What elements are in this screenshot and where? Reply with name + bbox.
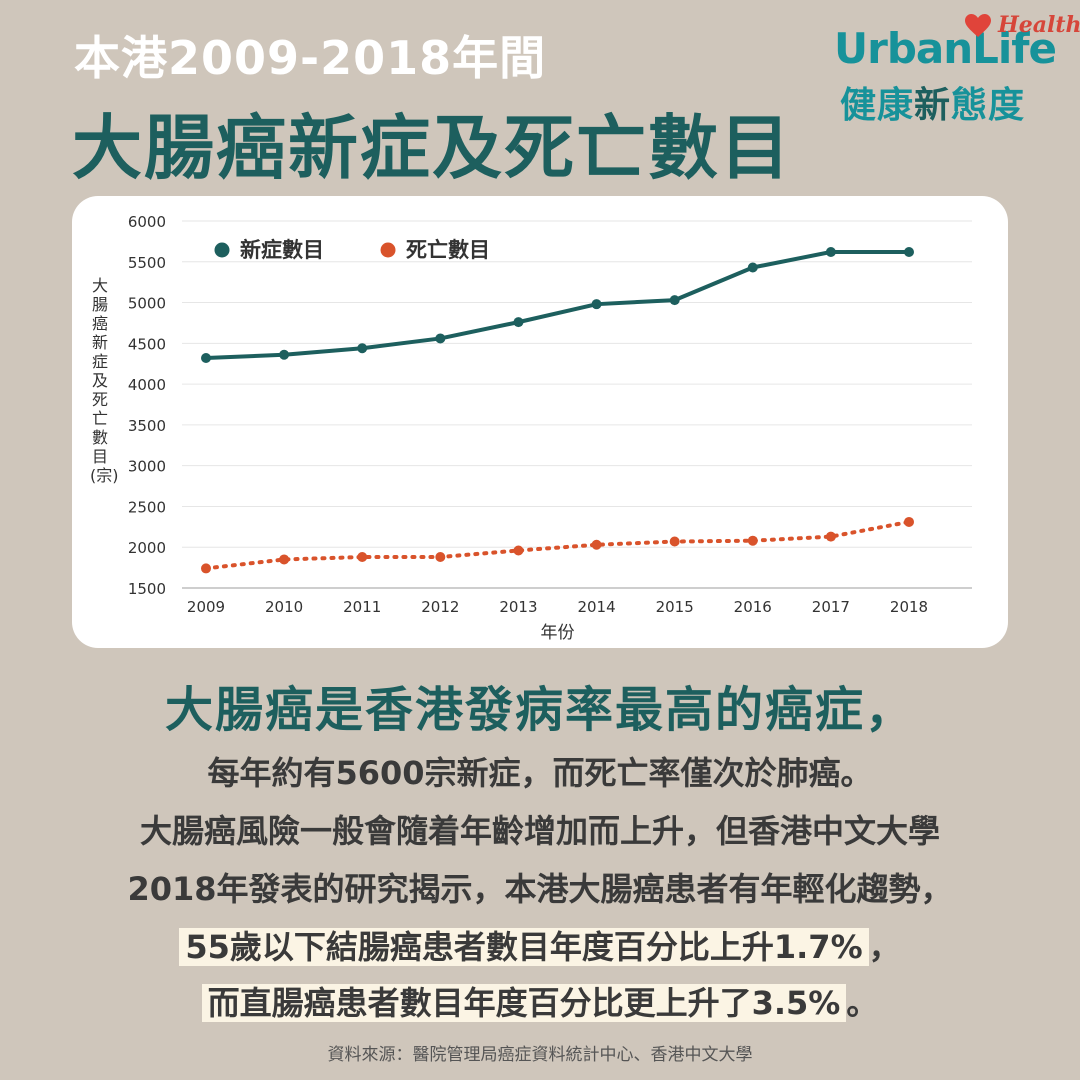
series-line-2 [204, 519, 911, 571]
logo-health-text: Health [998, 12, 1080, 38]
body-line-1: 每年約有5600宗新症，而死亡率僅次於肺癌。 [207, 754, 873, 792]
page-title: 大腸癌新症及死亡數目 [72, 107, 792, 189]
title-period: 本港2009-2018年間 [74, 31, 547, 85]
x-axis-label: 年份 [541, 623, 575, 643]
line-chart: 1500 2000 2500 3000 3500 4000 4500 5000 5500 6000… [128, 213, 972, 643]
legend-label: 新症數目 [240, 238, 324, 262]
y-tick-label: 3000 [128, 458, 166, 476]
data-point [904, 516, 914, 527]
x-tick-label: 2018 [890, 598, 928, 616]
x-tick-label: 2009 [187, 598, 225, 616]
data-point [435, 333, 446, 344]
data-point [747, 535, 758, 546]
highlight-rectum: 而直腸癌患者數目年度百分比更上升了3.5% [201, 984, 847, 1022]
data-point [669, 295, 680, 306]
data-point [279, 554, 290, 565]
x-tick-label: 2011 [343, 598, 381, 616]
data-point [747, 262, 758, 273]
data-point [279, 349, 290, 360]
data-point [201, 563, 211, 574]
data-point [435, 552, 446, 563]
series-line-1 [204, 249, 911, 361]
x-tick-label: 2010 [265, 598, 303, 616]
data-point [201, 353, 211, 364]
source-note: 資料來源：醫院管理局癌症資料統計中心、香港中文大學 [327, 1045, 753, 1065]
body-line-4: 55歲以下結腸癌患者數目年度百分比上升1.7%， [0, 922, 1080, 968]
y-tick-label: 1500 [128, 580, 166, 598]
data-point [669, 536, 680, 547]
data-point [825, 246, 836, 257]
y-tick-label: 3500 [128, 417, 166, 435]
data-point [513, 545, 524, 556]
data-point [357, 343, 368, 354]
legend-marker [380, 242, 396, 258]
data-point [825, 531, 836, 542]
heart-icon [965, 14, 991, 37]
y-tick-label: 4500 [128, 335, 166, 353]
data-point [591, 539, 602, 550]
x-tick-label: 2016 [734, 598, 772, 616]
y-tick-label: 6000 [128, 213, 166, 231]
highlight-colon: 55歲以下結腸癌患者數目年度百分比上升1.7% [179, 928, 869, 966]
data-point [513, 317, 524, 328]
y-tick-label: 5000 [128, 295, 166, 313]
body-line-2: 大腸癌風險一般會隨着年齡增加而上升，但香港中文大學 [139, 812, 940, 850]
x-tick-label: 2013 [499, 598, 537, 616]
data-point [357, 552, 368, 563]
headline: 大腸癌是香港發病率最高的癌症， [164, 682, 915, 738]
x-tick-label: 2012 [421, 598, 459, 616]
legend-label: 死亡數目 [406, 238, 490, 262]
body-line-3: 2018年發表的研究揭示，本港大腸癌患者有年輕化趨勢， [127, 870, 953, 908]
legend-marker [214, 242, 230, 258]
brand-logo: UrbanLife Health 健康新態度 [828, 10, 1080, 126]
y-axis-label: 大腸癌新症及死亡數目(宗) [90, 276, 119, 485]
x-tick-label: 2015 [656, 598, 694, 616]
y-tick-label: 2000 [128, 539, 166, 557]
y-tick-label: 2500 [128, 498, 166, 516]
x-tick-label: 2017 [812, 598, 850, 616]
logo-brand-text: UrbanLife [834, 24, 1057, 73]
logo-chinese-text: 健康新態度 [840, 85, 1026, 126]
data-point [591, 299, 602, 310]
y-tick-label: 4000 [128, 376, 166, 394]
x-tick-label: 2014 [577, 598, 615, 616]
y-tick-label: 5500 [128, 254, 166, 272]
data-point [904, 246, 914, 257]
body-line-5: 而直腸癌患者數目年度百分比更上升了3.5%。 [0, 978, 1080, 1024]
chart-card: 1500 2000 2500 3000 3500 4000 4500 5000 5500 6000… [72, 196, 1008, 648]
